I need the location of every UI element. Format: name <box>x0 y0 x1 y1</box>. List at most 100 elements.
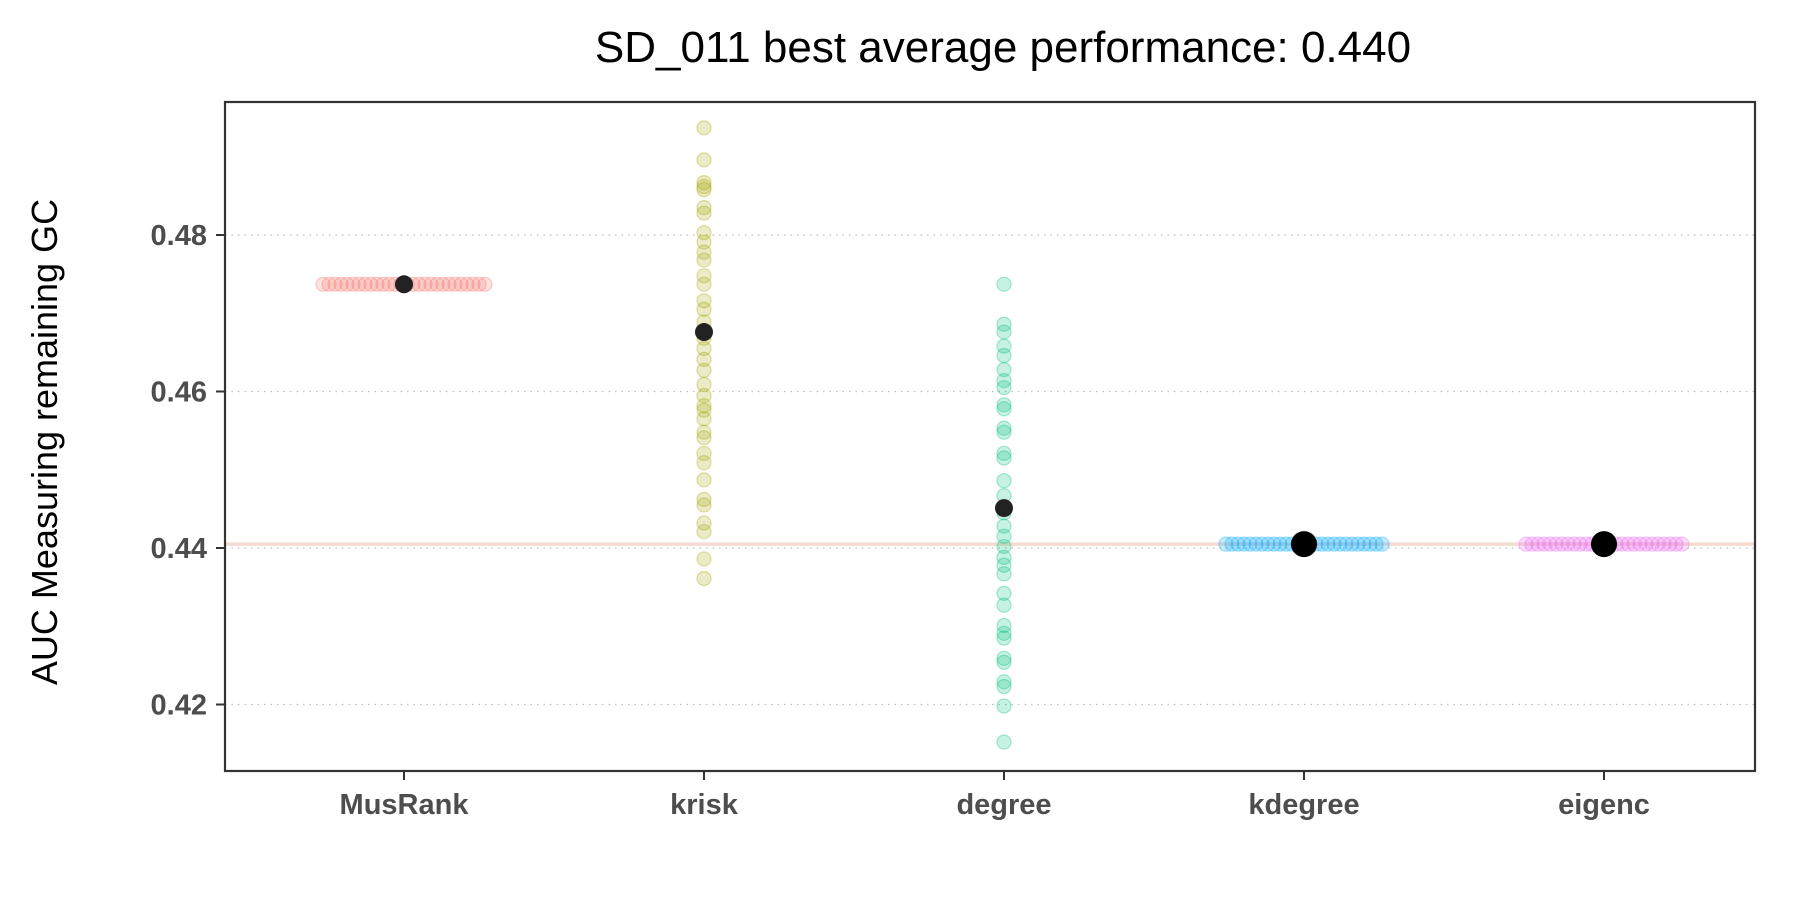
data-point-degree <box>996 338 1012 354</box>
data-point-krisk <box>696 340 712 357</box>
data-point-kdegree <box>1242 536 1258 552</box>
data-point-kdegree <box>1362 536 1378 552</box>
data-point-degree <box>996 324 1012 340</box>
data-point-degree <box>996 566 1012 582</box>
data-point-MusRank <box>315 276 331 292</box>
data-point-eigenc <box>1518 536 1534 552</box>
plot-panel-border <box>223 100 1757 773</box>
data-point-krisk <box>696 276 712 292</box>
data-point-degree <box>996 585 1012 601</box>
y-tick-label: 0.46 <box>151 377 207 409</box>
y-tick-label: 0.48 <box>151 220 207 252</box>
data-point-degree <box>996 650 1012 666</box>
data-point-degree <box>996 424 1012 440</box>
y-axis-label: AUC Measuring remaining GC <box>24 199 65 685</box>
data-point-MusRank <box>435 276 451 292</box>
data-point-degree <box>996 654 1012 670</box>
data-point-krisk <box>696 472 712 488</box>
data-point-degree <box>996 698 1012 714</box>
data-point-krisk <box>696 174 712 191</box>
data-point-degree <box>996 401 1012 417</box>
gridlines <box>225 234 1755 706</box>
data-point-degree <box>996 473 1012 489</box>
data-point-krisk <box>696 387 712 404</box>
data-point-krisk <box>696 252 712 268</box>
data-point-eigenc <box>1668 536 1684 552</box>
data-point-degree <box>996 597 1012 613</box>
data-point-krisk <box>696 424 712 440</box>
data-point-MusRank <box>333 276 349 292</box>
y-tick-label: 0.42 <box>151 689 207 721</box>
data-point-krisk <box>696 551 712 567</box>
data-point-krisk <box>696 200 712 216</box>
data-point-MusRank <box>417 276 433 292</box>
data-point-MusRank <box>423 276 439 292</box>
data-point-kdegree <box>1248 536 1264 552</box>
x-tick-label: degree <box>956 789 1051 821</box>
data-point-kdegree <box>1356 536 1372 552</box>
data-point-eigenc <box>1572 536 1588 552</box>
data-point-degree <box>996 630 1012 646</box>
data-point-degree <box>996 625 1012 641</box>
data-point-kdegree <box>1332 536 1348 552</box>
data-point-eigenc <box>1662 536 1678 552</box>
data-point-kdegree <box>1254 536 1270 552</box>
data-point-kdegree <box>1224 536 1240 552</box>
data-point-MusRank <box>345 276 361 292</box>
data-point-eigenc <box>1638 536 1654 552</box>
data-point-MusRank <box>465 276 481 292</box>
data-point-degree <box>996 549 1012 565</box>
x-tick-label: krisk <box>670 789 739 821</box>
data-point-krisk <box>696 205 712 221</box>
mean-points <box>395 275 1617 558</box>
mean-point-krisk <box>695 323 713 342</box>
data-point-degree <box>996 276 1012 292</box>
data-point-kdegree <box>1260 536 1276 552</box>
data-point-krisk <box>696 351 712 368</box>
data-point-eigenc <box>1644 536 1660 552</box>
data-point-kdegree <box>1320 536 1336 552</box>
data-point-eigenc <box>1536 536 1552 552</box>
data-point-kdegree <box>1272 536 1288 552</box>
data-point-MusRank <box>321 276 337 292</box>
data-point-degree <box>996 347 1012 364</box>
mean-point-degree <box>995 499 1013 518</box>
data-point-krisk <box>696 491 712 508</box>
data-point-kdegree <box>1350 536 1366 552</box>
mean-point-kdegree <box>1291 531 1317 558</box>
data-point-eigenc <box>1548 536 1564 552</box>
data-point-degree <box>996 734 1012 750</box>
data-point-degree <box>996 518 1012 534</box>
data-point-kdegree <box>1374 536 1390 552</box>
data-point-MusRank <box>441 276 457 292</box>
data-point-degree <box>996 362 1012 378</box>
data-point-degree <box>996 450 1012 466</box>
data-point-MusRank <box>357 276 373 292</box>
data-point-kdegree <box>1266 536 1282 552</box>
data-point-eigenc <box>1626 536 1642 552</box>
x-tick-label: kdegree <box>1248 789 1359 821</box>
data-point-krisk <box>696 402 712 418</box>
data-point-krisk <box>696 182 712 198</box>
data-point-eigenc <box>1674 536 1690 552</box>
data-point-MusRank <box>477 276 493 292</box>
data-point-kdegree <box>1218 536 1234 552</box>
data-point-degree <box>996 674 1012 690</box>
data-point-eigenc <box>1650 536 1666 552</box>
data-point-MusRank <box>339 276 355 292</box>
data-point-degree <box>996 445 1012 461</box>
mean-point-MusRank <box>395 275 413 294</box>
data-point-krisk <box>696 234 712 250</box>
data-point-krisk <box>696 362 712 378</box>
x-axis: MusRank krisk degree kdegree eigenc <box>340 771 1650 821</box>
data-point-MusRank <box>363 276 379 292</box>
data-point-MusRank <box>375 276 391 292</box>
data-point-MusRank <box>327 276 343 292</box>
data-point-eigenc <box>1632 536 1648 552</box>
data-point-krisk <box>696 515 712 531</box>
data-point-kdegree <box>1338 536 1354 552</box>
mean-point-eigenc <box>1591 531 1617 558</box>
data-point-eigenc <box>1554 536 1570 552</box>
data-point-eigenc <box>1560 536 1576 552</box>
